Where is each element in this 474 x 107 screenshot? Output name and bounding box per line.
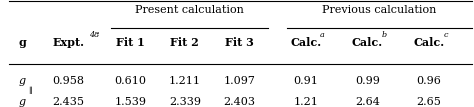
Text: 0.91: 0.91 (293, 76, 318, 86)
Text: 2.339: 2.339 (169, 97, 201, 107)
Text: g: g (19, 97, 26, 107)
Text: b: b (382, 31, 387, 39)
Text: 0.610: 0.610 (114, 76, 146, 86)
Text: 0.958: 0.958 (53, 76, 85, 86)
Text: c: c (443, 31, 447, 39)
Text: Present calculation: Present calculation (135, 5, 244, 15)
Text: 0.96: 0.96 (417, 76, 441, 86)
Text: g: g (19, 76, 26, 86)
Text: 0.99: 0.99 (355, 76, 380, 86)
Text: ∥: ∥ (28, 87, 32, 95)
Text: 48: 48 (89, 31, 99, 39)
Text: Calc.: Calc. (290, 37, 321, 48)
Text: a: a (320, 31, 325, 39)
Text: 2.65: 2.65 (417, 97, 441, 107)
Text: 1.539: 1.539 (114, 97, 146, 107)
Text: 1.21: 1.21 (293, 97, 318, 107)
Text: Fit 3: Fit 3 (225, 37, 254, 48)
Text: 2.403: 2.403 (223, 97, 255, 107)
Text: Calc.: Calc. (352, 37, 383, 48)
Text: 2.435: 2.435 (53, 97, 85, 107)
Text: Previous calculation: Previous calculation (322, 5, 437, 15)
Text: g: g (19, 37, 27, 48)
Text: Calc.: Calc. (413, 37, 445, 48)
Text: Fit 1: Fit 1 (116, 37, 145, 48)
Text: 2.64: 2.64 (355, 97, 380, 107)
Text: Fit 2: Fit 2 (171, 37, 199, 48)
Text: 1.211: 1.211 (169, 76, 201, 86)
Text: Expt.: Expt. (53, 37, 85, 48)
Text: 1.097: 1.097 (223, 76, 255, 86)
